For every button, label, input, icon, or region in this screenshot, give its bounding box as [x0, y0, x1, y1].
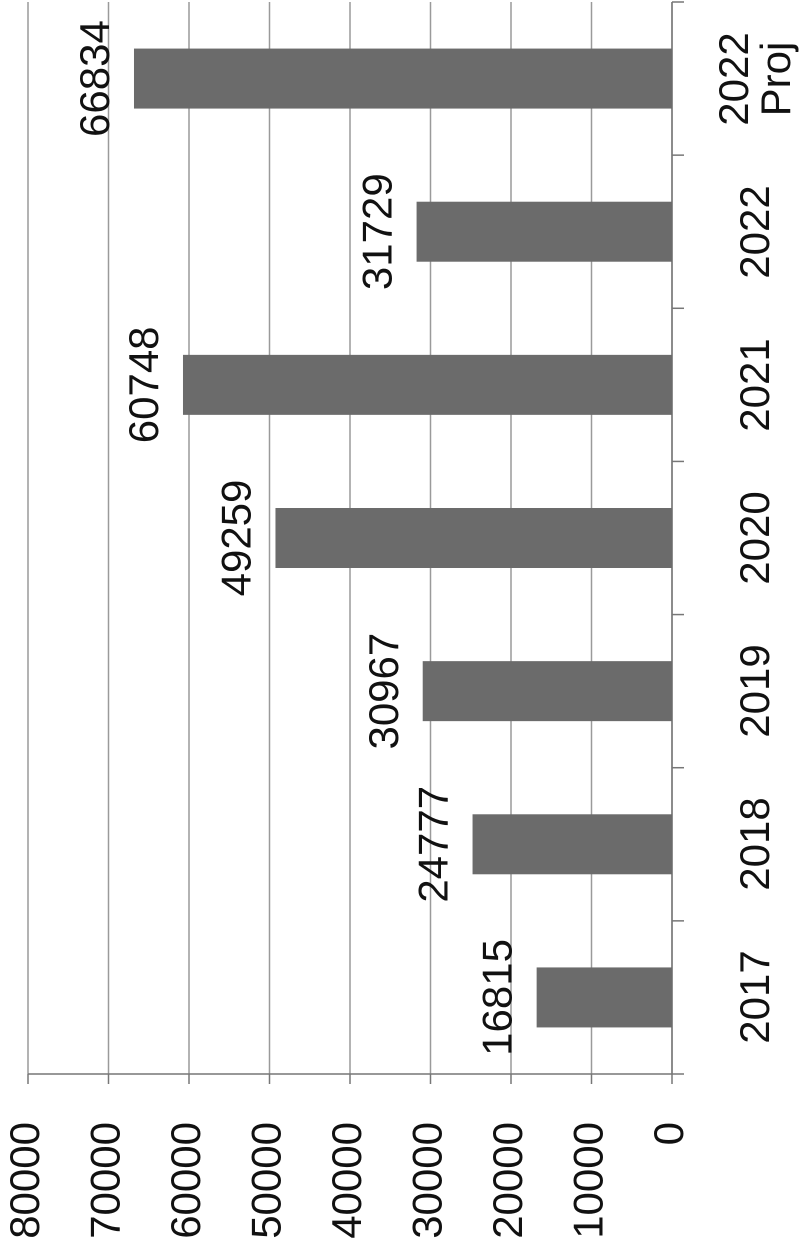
- bar: [422, 661, 672, 722]
- y-tick-label: 70000: [82, 1122, 129, 1239]
- x-tick-label: 2022: [731, 184, 778, 279]
- bar: [133, 48, 672, 109]
- x-tick-label: 2022 Proj: [710, 31, 799, 126]
- data-label: 31729: [354, 173, 401, 290]
- bar: [416, 201, 672, 262]
- bar: [182, 354, 672, 415]
- y-tick-label: 40000: [323, 1122, 370, 1239]
- y-tick-label: 0: [645, 1122, 692, 1145]
- y-tick-label: 60000: [162, 1122, 209, 1239]
- x-tick-label: 2019: [731, 644, 778, 738]
- data-label: 16815: [474, 939, 521, 1056]
- x-tick-label: 2018: [731, 797, 778, 891]
- x-tick-label: 2017: [731, 950, 778, 1045]
- data-label: 24777: [410, 786, 457, 903]
- y-tick-label: 80000: [1, 1122, 48, 1239]
- y-tick-label: 50000: [243, 1122, 290, 1239]
- x-tick-label: 2021: [731, 338, 778, 432]
- data-label: 66834: [71, 20, 118, 137]
- y-tick-label: 20000: [484, 1122, 531, 1239]
- data-label: 30967: [360, 633, 407, 750]
- y-tick-label: 30000: [404, 1122, 451, 1239]
- bar: [536, 967, 672, 1028]
- data-label: 60748: [120, 326, 167, 443]
- bar: [472, 814, 672, 875]
- x-tick-label: 2020: [731, 491, 778, 585]
- data-label: 49259: [213, 480, 260, 597]
- bar: [275, 508, 672, 568]
- y-tick-label: 10000: [565, 1122, 612, 1239]
